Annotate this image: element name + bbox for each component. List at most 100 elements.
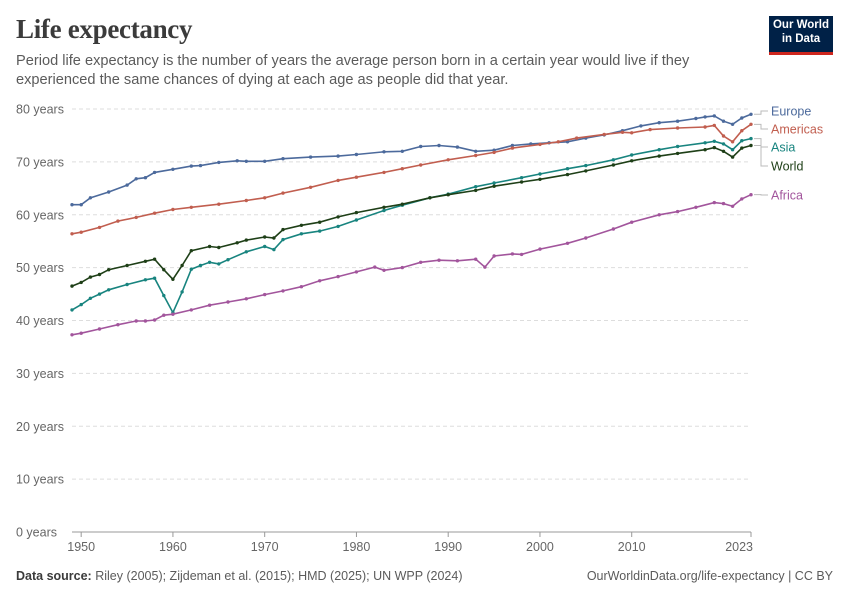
data-point-asia	[749, 136, 753, 141]
data-point-europe	[712, 114, 716, 118]
data-point-americas	[446, 158, 450, 162]
data-point-world	[70, 284, 74, 288]
data-point-world	[189, 249, 193, 253]
data-point-world	[281, 227, 285, 232]
series-lines	[70, 112, 753, 337]
y-tick-label: 40 years	[16, 314, 64, 328]
data-point-asia	[565, 167, 570, 171]
data-point-americas	[712, 123, 716, 128]
data-point-africa	[712, 200, 716, 205]
data-point-world	[630, 159, 634, 163]
data-point-asia	[125, 282, 129, 287]
data-point-africa	[584, 236, 588, 240]
data-point-americas	[474, 153, 478, 158]
x-tick-label: 1950	[67, 540, 95, 554]
data-point-europe	[281, 157, 285, 161]
data-point-asia	[703, 141, 707, 145]
data-point-asia	[88, 296, 93, 300]
data-point-europe	[474, 149, 478, 153]
data-point-africa	[189, 308, 193, 312]
data-point-americas	[630, 131, 634, 135]
data-point-europe	[152, 170, 157, 175]
data-point-europe	[354, 152, 359, 157]
data-point-asia	[79, 302, 83, 307]
data-point-asia	[207, 260, 212, 264]
x-tick-label: 1960	[159, 540, 187, 554]
x-axis: 1950 1960 1970 1980 1990 2000 2010 2023	[67, 531, 753, 554]
data-point-world	[125, 263, 129, 268]
owid-logo[interactable]: Our World in Data	[769, 16, 833, 55]
data-point-americas	[244, 198, 248, 203]
series-line-asia	[71, 137, 752, 315]
data-point-americas	[703, 125, 707, 129]
series-line-europe	[72, 113, 752, 206]
data-point-africa	[263, 292, 267, 297]
y-tick-label: 70 years	[16, 155, 64, 169]
data-point-africa	[483, 265, 487, 269]
data-point-americas	[602, 132, 606, 137]
data-point-americas	[721, 134, 726, 138]
data-point-americas	[171, 207, 175, 212]
data-point-asia	[740, 139, 744, 143]
data-point-africa	[510, 252, 515, 256]
chart-subtitle: Period life expectancy is the number of …	[16, 53, 690, 88]
data-point-americas	[510, 146, 515, 150]
data-point-africa	[281, 289, 285, 293]
data-point-asia	[657, 148, 661, 152]
data-point-europe	[143, 176, 148, 180]
data-point-africa	[97, 327, 102, 331]
data-point-africa	[611, 227, 616, 231]
data-point-europe	[694, 116, 698, 121]
label-connector	[754, 144, 768, 167]
data-point-asia	[180, 290, 184, 294]
series-line-americas	[71, 123, 752, 235]
data-point-world	[657, 154, 661, 158]
y-tick-label: 50 years	[16, 261, 64, 275]
data-point-africa	[694, 205, 698, 209]
data-point-americas	[620, 130, 625, 134]
data-point-asia	[538, 172, 542, 176]
data-point-americas	[281, 191, 285, 195]
data-point-africa	[474, 257, 478, 261]
data-point-asia	[721, 142, 726, 146]
data-source-label: Data source:	[16, 569, 92, 583]
data-point-africa	[244, 297, 248, 301]
data-point-world	[721, 149, 726, 153]
data-point-africa	[299, 285, 304, 289]
data-point-world	[272, 236, 276, 240]
data-point-asia	[281, 237, 285, 242]
data-point-asia	[143, 278, 148, 282]
data-point-europe	[703, 115, 707, 119]
data-point-world	[107, 268, 111, 272]
data-point-asia	[198, 263, 203, 268]
data-point-europe	[419, 144, 423, 149]
data-point-world	[400, 202, 404, 206]
data-point-europe	[70, 203, 74, 207]
data-point-europe	[400, 149, 404, 153]
data-point-world	[611, 163, 616, 167]
series-label-europe: Europe	[771, 105, 811, 119]
data-point-asia	[217, 262, 221, 266]
data-point-asia	[272, 247, 276, 252]
data-point-europe	[382, 150, 386, 154]
data-point-asia	[492, 181, 496, 185]
data-point-africa	[657, 213, 661, 217]
data-point-africa	[336, 274, 340, 279]
x-tick-label: 1990	[434, 540, 462, 554]
x-tick-label: 1980	[343, 540, 371, 554]
label-connector	[754, 138, 768, 148]
data-point-world	[703, 148, 707, 152]
data-point-asia	[354, 218, 359, 222]
data-point-europe	[107, 190, 111, 194]
data-point-asia	[474, 185, 478, 189]
data-point-africa	[721, 201, 726, 206]
data-point-americas	[217, 202, 221, 206]
data-point-world	[88, 275, 93, 279]
footer-link[interactable]: OurWorldinData.org/life-expectancy | CC …	[586, 569, 833, 583]
data-point-americas	[575, 136, 579, 140]
data-point-americas	[648, 127, 652, 132]
data-point-world	[244, 238, 248, 242]
data-point-world	[382, 205, 386, 209]
data-point-americas	[492, 150, 496, 155]
